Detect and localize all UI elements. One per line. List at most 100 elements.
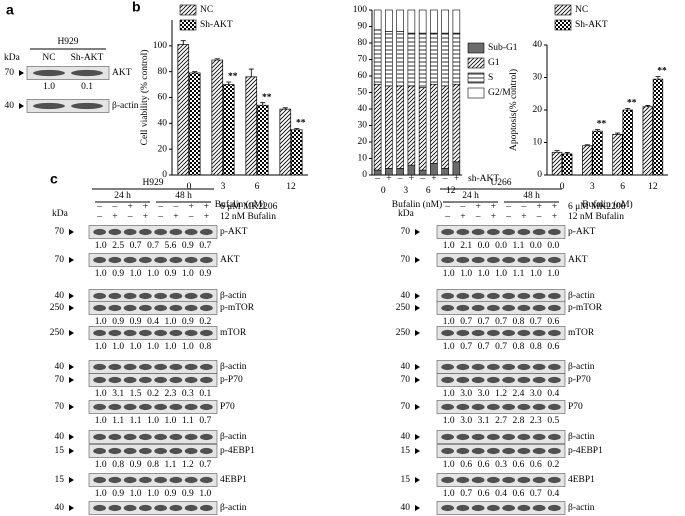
marker-arrow <box>415 364 420 370</box>
lane-sign: – <box>112 202 118 212</box>
y-tick-label: 20 <box>358 137 368 147</box>
bar-segment <box>385 85 393 169</box>
blot-band <box>502 329 516 337</box>
quantification: 0.4 <box>147 317 159 327</box>
quantification: 0.6 <box>478 460 490 470</box>
lane-sign: + <box>475 202 480 212</box>
error-bar <box>584 144 590 146</box>
blot-strip <box>436 444 566 458</box>
legend-swatch <box>179 4 197 16</box>
quantification: 1.0 <box>460 269 472 279</box>
quantification: 0.9 <box>182 317 194 327</box>
quantification: 0.7 <box>530 317 542 327</box>
protein-label: AKT <box>568 255 588 265</box>
quantification: 3.0 <box>530 389 542 399</box>
lane-sign: + <box>460 212 465 222</box>
quantification: 1.0 <box>182 342 194 352</box>
lane-sign: + <box>204 202 209 212</box>
blot-band <box>199 363 213 371</box>
blot-band <box>199 403 213 411</box>
blot-band <box>441 363 455 371</box>
blot-band <box>532 363 546 371</box>
bar-segment <box>407 32 416 87</box>
x-tick-label: + <box>409 174 414 184</box>
y-tick-label: 80 <box>158 67 168 77</box>
protein-label: AKT <box>220 255 240 265</box>
y-tick-label: 100 <box>153 41 168 51</box>
blot-band <box>532 304 546 312</box>
blot-band <box>138 403 152 411</box>
blot-band <box>138 433 152 441</box>
x-tick-label: 3 <box>590 182 595 192</box>
bar-segment <box>430 32 438 85</box>
blot-band <box>532 329 546 337</box>
blot-band <box>441 403 455 411</box>
blot-band <box>471 476 485 484</box>
lane-sign: + <box>552 212 557 222</box>
blot-band <box>547 447 561 455</box>
quantification: 1.0 <box>443 460 455 470</box>
lane-sign: + <box>112 212 117 222</box>
blot-band <box>441 476 455 484</box>
quantification: 1.0 <box>95 241 107 251</box>
blot-band <box>123 329 137 337</box>
blot-band <box>93 376 107 384</box>
blot-band <box>184 447 198 455</box>
bar-segment <box>441 9 449 34</box>
blot-band <box>123 403 137 411</box>
condition-label: 6 μM MK2206 <box>220 202 278 212</box>
blot-band <box>532 228 546 236</box>
quantification: 1.0 <box>443 342 455 352</box>
blot-band <box>71 102 103 110</box>
x-tick-label: 0 <box>187 182 192 192</box>
kda-marker: 40 <box>401 432 411 442</box>
time-label: 48 h <box>523 191 540 201</box>
y-tick-label: 20 <box>533 105 543 115</box>
lane-sign: + <box>521 212 526 222</box>
quantification: 0.7 <box>478 317 490 327</box>
blot-band <box>154 403 168 411</box>
blot-band <box>199 476 213 484</box>
blot-strip <box>88 501 218 515</box>
quantification: 2.8 <box>512 416 524 426</box>
blot-band <box>441 292 455 300</box>
blot-band <box>456 304 470 312</box>
blot-strip <box>88 253 218 267</box>
bar-segment <box>441 168 449 176</box>
blot-band <box>169 376 183 384</box>
kda-label: kDa <box>398 209 415 219</box>
quantification: 0.4 <box>547 489 559 499</box>
quantification: 2.4 <box>512 389 524 399</box>
quantification: 1.0 <box>443 269 455 279</box>
protein-label: mTOR <box>568 328 595 338</box>
blot-band <box>441 228 455 236</box>
quantification: 0.9 <box>199 269 211 279</box>
error-bar <box>625 107 631 110</box>
x-tick-label: 0 <box>560 182 565 192</box>
blot-strip <box>26 66 110 80</box>
blot-band <box>93 292 107 300</box>
blot-band <box>169 329 183 337</box>
blot-band <box>33 102 65 110</box>
bar-segment <box>396 31 404 87</box>
x-tick-label: + <box>454 174 459 184</box>
bar-segment <box>396 9 404 32</box>
blot-band <box>184 304 198 312</box>
quantification: 0.2 <box>547 460 559 470</box>
blot-band <box>138 292 152 300</box>
quantification: 0.7 <box>199 460 211 470</box>
blot-band <box>108 504 122 512</box>
blot-strip <box>26 99 110 113</box>
blot-band <box>471 304 485 312</box>
error-bar <box>192 71 198 73</box>
blot-band <box>486 504 500 512</box>
quantification: 3.1 <box>112 389 124 399</box>
x-tick-label: 6 <box>255 182 260 192</box>
x-tick-label: – <box>442 174 448 184</box>
blot-band <box>93 228 107 236</box>
lane-sign: + <box>188 202 193 212</box>
kda-marker: 40 <box>55 432 65 442</box>
quantification: 0.0 <box>530 241 542 251</box>
blot-band <box>441 447 455 455</box>
x-tick-label: – <box>397 174 403 184</box>
